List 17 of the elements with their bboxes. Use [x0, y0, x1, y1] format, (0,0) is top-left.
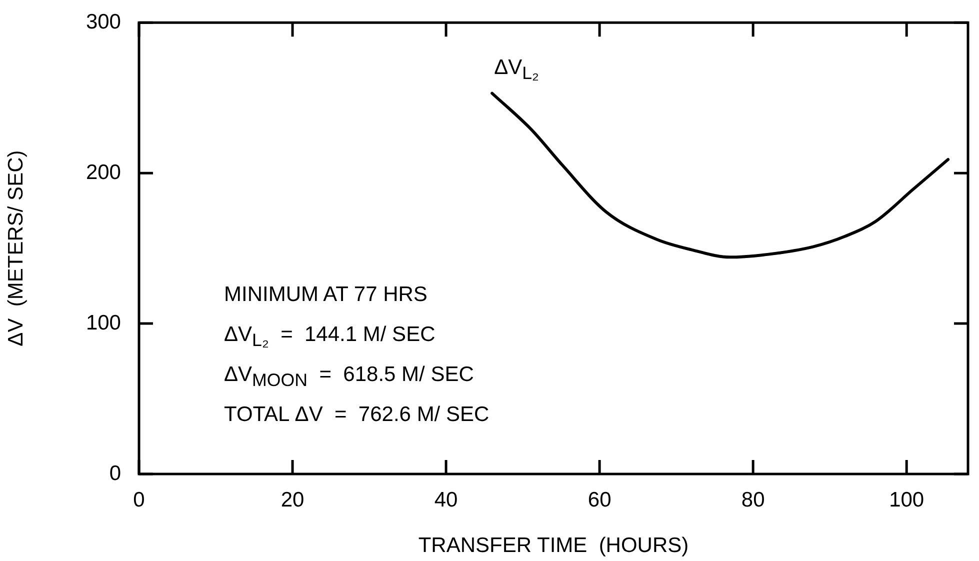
y-tick-label: 200: [86, 160, 121, 184]
annotation: ΔV$_{L₂}$: [494, 56, 539, 84]
x-tick-label: 20: [280, 488, 304, 512]
annotation: ΔV$_{L₂}$ = 144.1 M/ SEC: [224, 323, 436, 350]
x-axis-title: TRANSFER TIME (HOURS): [418, 534, 689, 558]
x-tick-label: 80: [741, 488, 765, 512]
annotation: ΔV$_{MOON}$ = 618.5 M/ SEC: [224, 363, 474, 390]
x-tick-label: 100: [889, 488, 924, 512]
y-tick-label: 0: [109, 462, 121, 485]
x-tick-label: 0: [133, 488, 145, 512]
annotation: TOTAL ΔV = 762.6 M/ SEC: [224, 403, 490, 426]
y-tick-label: 300: [86, 10, 121, 34]
y-tick-label: 100: [86, 311, 121, 334]
x-tick-label: 40: [434, 488, 458, 512]
x-tick-label: 60: [588, 488, 612, 512]
y-axis-title: ΔV (METERS/ SEC): [4, 150, 28, 346]
annotation: MINIMUM AT 77 HRS: [224, 283, 428, 306]
